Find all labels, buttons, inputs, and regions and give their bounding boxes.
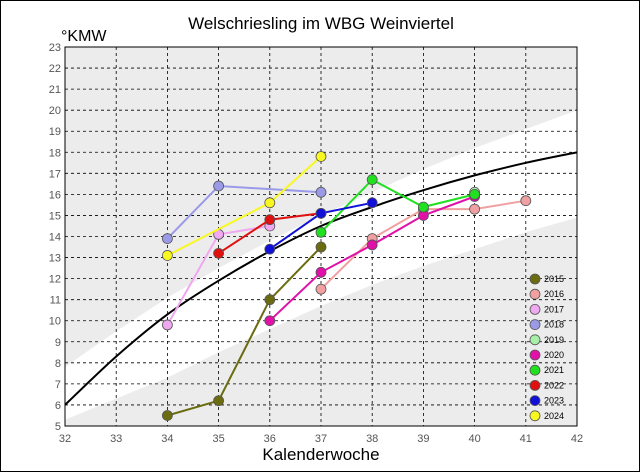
data-point-2015 [315,241,327,253]
x-tick-label: 38 [366,433,378,445]
y-tick-label: 6 [55,400,61,412]
y-axis-label: °KMW [61,28,107,45]
reference-curve-line [65,151,577,406]
legend-label-2020: 2020 [544,350,564,360]
legend-marker-2024 [529,410,541,422]
grid [65,47,577,426]
x-tick-label: 41 [520,433,532,445]
x-tick-label: 32 [59,433,71,445]
legend-marker-2023 [529,395,541,407]
legend-marker-2015 [529,273,541,285]
data-point-2024 [161,250,173,261]
y-tick-label: 12 [49,274,61,286]
chart-title: Welschriesling im WBG Weinviertel [188,14,454,33]
x-tick-label: 40 [468,433,480,445]
data-point-2023 [264,243,276,255]
y-tick-label: 9 [55,337,61,349]
legend-label-2018: 2018 [544,320,564,330]
series-2023 [264,197,378,255]
legend-marker-2019 [529,334,541,346]
legend-marker-2017 [529,303,541,315]
x-tick-label: 35 [212,433,224,445]
x-axis-label: Kalenderwoche [262,445,379,464]
band-1 [65,47,577,367]
series-line-2021 [320,178,475,233]
data-point-2015 [161,410,173,421]
legend-marker-2022 [529,379,541,391]
legend-label-2016: 2016 [544,289,564,299]
y-tick-label: 13 [49,253,61,265]
x-tick-label: 36 [264,433,276,445]
data-point-2023 [315,207,327,219]
y-tick-label: 20 [49,105,61,117]
y-tick-label: 21 [49,84,61,96]
y-tick-label: 23 [49,42,61,54]
y-tick-label: 14 [49,232,61,244]
data-point-2016 [469,203,481,215]
data-point-2021 [469,188,481,200]
data-point-2021 [366,174,378,186]
data-point-2015 [213,395,225,407]
data-point-2018 [315,186,327,198]
band-2 [65,217,577,426]
series-2024 [161,151,327,261]
series-2015 [161,241,327,421]
y-tick-label: 7 [55,379,61,391]
x-tick-label: 39 [417,433,429,445]
legend-label-2023: 2023 [544,396,564,406]
legend-label-2017: 2017 [544,304,564,314]
reference-curve [65,151,577,406]
legend-marker-2016 [529,288,541,300]
data-point-2020 [366,239,378,251]
series-2018 [161,180,327,245]
data-point-2020 [315,266,327,278]
legend-label-2019: 2019 [544,335,564,345]
legend-label-2021: 2021 [544,365,564,375]
data-point-2024 [315,151,327,162]
data-point-2021 [417,201,429,213]
legend-marker-2020 [529,349,541,361]
data-point-2015 [264,294,276,306]
plot-border [64,46,578,427]
x-tick-label: 33 [110,433,122,445]
y-tick-label: 10 [49,316,61,328]
data-point-2016 [315,283,327,295]
legend-label-2015: 2015 [544,274,564,284]
series-2021 [315,174,481,238]
data-point-2017 [161,319,173,331]
data-point-2016 [520,195,532,207]
data-point-2023 [366,197,378,209]
legend-marker-2021 [529,364,541,376]
legend-label-2022: 2022 [544,380,564,390]
x-tick-label: 37 [315,433,327,445]
series-line-2015 [167,246,322,417]
y-tick-label: 15 [49,210,61,222]
y-tick-label: 19 [49,126,61,138]
y-tick-label: 8 [55,358,61,370]
data-point-2018 [161,233,173,245]
data-point-2021 [315,226,327,238]
y-axis: 5 6 7 8 9 10 11 12 13 14 15 16 17 18 19 20 21 22 23 [49,42,61,433]
data-point-2020 [264,315,276,327]
series-group [161,151,532,421]
x-tick-label: 34 [161,433,173,445]
y-tick-label: 5 [55,421,61,433]
y-tick-label: 16 [49,189,61,201]
legend-marker-2018 [529,319,541,331]
y-tick-label: 18 [49,147,61,159]
x-tick-label: 42 [571,433,583,445]
y-tick-label: 11 [50,295,61,307]
data-point-2022 [264,214,276,226]
y-tick-label: 17 [49,168,61,180]
data-point-2024 [264,197,276,209]
data-point-2018 [213,180,225,192]
legend-label-2024: 2024 [544,411,564,421]
y-tick-label: 22 [49,63,61,75]
range-bands [65,47,577,426]
x-axis: 32 33 34 35 36 37 38 39 40 41 42 [59,433,583,445]
data-point-2022 [213,247,225,259]
legend: 2015 2016 2017 2018 2019 2020 2021 2022 2023 2024 [529,273,564,422]
